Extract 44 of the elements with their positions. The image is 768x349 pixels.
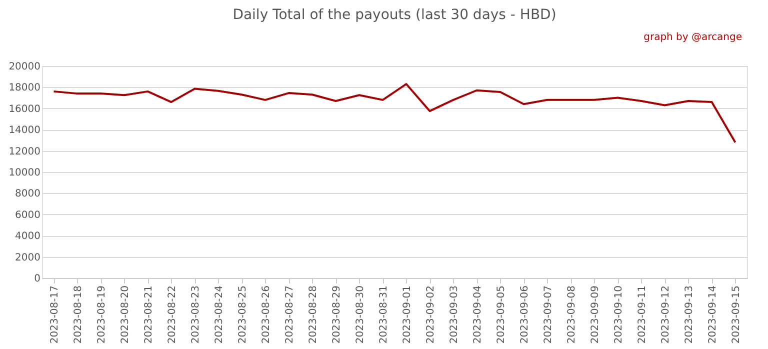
text: graph by @arcange	[644, 32, 742, 43]
x-tick-label: 2023-09-02	[425, 286, 436, 344]
x-tick-label: 2023-08-27	[284, 286, 296, 344]
x-tick-label: 2023-09-04	[472, 286, 484, 344]
x-tick-label: 2023-08-17	[49, 286, 60, 344]
x-tick-label: 2023-08-18	[72, 286, 84, 344]
line-series	[52, 83, 736, 144]
y-tick-label: 12000	[8, 146, 40, 158]
x-tick-label: 2023-08-22	[166, 286, 178, 344]
y-tick-label: 18000	[8, 82, 40, 94]
x-tick-label: 2023-08-21	[143, 286, 154, 344]
x-tick-label: 2023-09-12	[660, 286, 672, 344]
y-tick-label: 4000	[15, 231, 40, 242]
x-tick-label: 2023-08-20	[120, 286, 131, 344]
x-tick-label: 2023-09-01	[402, 286, 413, 344]
y-tick-label: 2000	[15, 252, 40, 264]
y-tick-label: 20000	[8, 62, 40, 72]
x-tick-label: 2023-08-31	[378, 286, 390, 344]
x-tick-label: 2023-09-06	[519, 286, 530, 344]
x-tick-label: 2023-09-05	[496, 286, 507, 344]
x-tick-label: 2023-08-25	[237, 286, 248, 344]
chart-title: Daily Total of the payouts (last 30 days - HBD)	[232, 7, 556, 23]
x-tick-label: 2023-08-30	[354, 286, 366, 344]
y-tick-label: 14000	[8, 125, 40, 136]
x-tick-label: 2023-08-23	[190, 286, 202, 344]
y-tick-label: 0	[34, 274, 40, 284]
x-tick-label: 2023-09-15	[730, 286, 742, 344]
x-tick-label: 2023-08-28	[308, 286, 319, 344]
x-tick-label: 2023-09-03	[448, 286, 460, 344]
x-tick-label: 2023-09-11	[636, 286, 648, 344]
y-tick-label: 16000	[8, 104, 40, 115]
y-tick-label: 6000	[15, 210, 40, 221]
y-tick-label: 8000	[15, 188, 40, 200]
x-tick-label: 2023-09-08	[566, 286, 578, 344]
x-tick-label: 2023-08-26	[260, 286, 272, 344]
x-tick-label: 2023-08-29	[331, 286, 342, 344]
x-tick-label: 2023-09-09	[590, 286, 601, 344]
x-tick-label: 2023-08-19	[96, 286, 108, 344]
x-tick-label: 2023-08-24	[214, 286, 225, 344]
y-tick-label: 10000	[8, 168, 40, 178]
x-tick-label: 2023-09-14	[707, 286, 718, 344]
x-tick-label: 2023-09-10	[613, 286, 624, 344]
x-tick-label: 2023-09-07	[542, 286, 554, 344]
x-tick-label: 2023-09-13	[684, 286, 695, 344]
